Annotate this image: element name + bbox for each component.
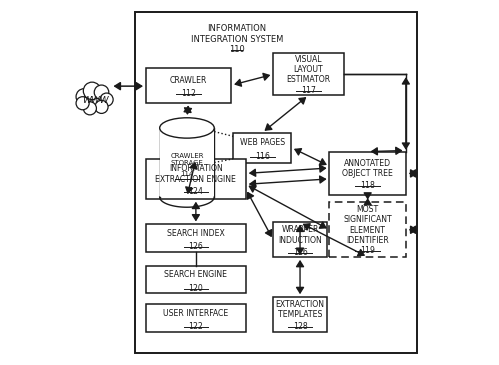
Text: 124: 124: [189, 187, 203, 196]
Text: USER INTERFACE: USER INTERFACE: [163, 309, 229, 318]
Bar: [329, 203, 406, 257]
Text: 122: 122: [189, 322, 203, 331]
Text: CRAWLER: CRAWLER: [170, 76, 207, 85]
Text: INFORMATION
INTEGRATION SYSTEM: INFORMATION INTEGRATION SYSTEM: [191, 24, 283, 44]
Ellipse shape: [160, 118, 214, 138]
Bar: [146, 68, 232, 103]
Bar: [146, 266, 246, 293]
Bar: [273, 297, 327, 331]
Text: SEARCH ENGINE: SEARCH ENGINE: [164, 270, 228, 280]
Text: 118: 118: [360, 181, 375, 191]
Bar: [273, 223, 327, 257]
Circle shape: [76, 89, 92, 105]
Text: SEARCH INDEX: SEARCH INDEX: [167, 228, 225, 238]
Text: 116: 116: [255, 151, 269, 161]
Bar: [146, 224, 246, 251]
Text: WRAPPER
INDUCTION: WRAPPER INDUCTION: [278, 225, 322, 245]
Text: 110: 110: [229, 45, 245, 54]
Text: CRAWLER
STORAGE: CRAWLER STORAGE: [170, 153, 204, 166]
Bar: [160, 128, 214, 197]
Bar: [329, 151, 406, 195]
Bar: [233, 133, 291, 162]
Text: 120: 120: [189, 284, 203, 293]
Bar: [273, 53, 344, 95]
Text: 114: 114: [180, 171, 194, 177]
Text: 128: 128: [293, 322, 307, 331]
Text: VISUAL
LAYOUT
ESTIMATOR: VISUAL LAYOUT ESTIMATOR: [286, 55, 331, 84]
Circle shape: [83, 82, 101, 100]
Text: 117: 117: [301, 87, 316, 95]
Text: 126: 126: [293, 248, 307, 257]
Text: ANNOTATED
OBJECT TREE: ANNOTATED OBJECT TREE: [342, 159, 393, 178]
Bar: [146, 304, 246, 331]
Text: 126: 126: [189, 242, 203, 251]
Bar: [135, 12, 417, 353]
Text: INFORMATION
EXTRACTION ENGINE: INFORMATION EXTRACTION ENGINE: [155, 164, 237, 184]
Circle shape: [94, 85, 109, 100]
Bar: [146, 159, 246, 199]
Circle shape: [95, 100, 108, 114]
Text: 112: 112: [181, 89, 196, 98]
Circle shape: [83, 102, 96, 115]
Text: EXTRACTION
TEMPLATES: EXTRACTION TEMPLATES: [275, 300, 324, 319]
Text: WEB PAGES: WEB PAGES: [240, 138, 285, 147]
Circle shape: [100, 93, 113, 106]
Circle shape: [76, 97, 89, 110]
Text: 119: 119: [360, 246, 375, 255]
Text: WWW: WWW: [82, 96, 108, 105]
Text: MOST
SIGNIFICANT
ELEMENT
IDENTIFIER: MOST SIGNIFICANT ELEMENT IDENTIFIER: [343, 205, 392, 245]
